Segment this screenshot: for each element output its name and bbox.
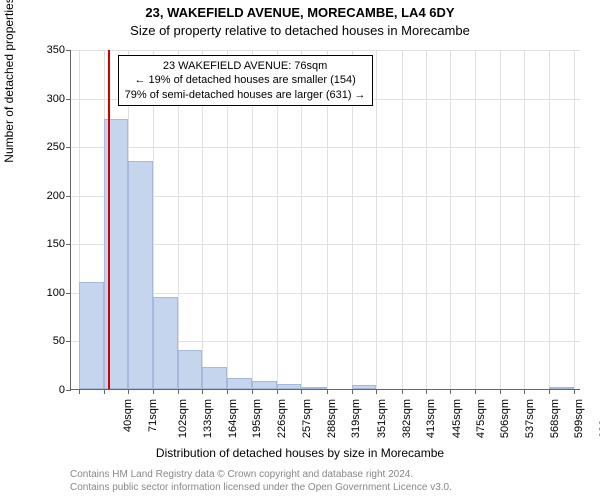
- gridline-vertical: [549, 50, 550, 389]
- x-tick-label: 537sqm: [524, 393, 536, 438]
- x-tick-label: 445sqm: [451, 393, 463, 438]
- gridline-vertical: [475, 50, 476, 389]
- gridline-vertical: [574, 50, 575, 389]
- histogram-bar: [277, 384, 302, 389]
- x-tick-mark: [327, 389, 328, 394]
- x-tick-label: 257sqm: [301, 393, 313, 438]
- x-tick-mark: [104, 389, 105, 394]
- x-tick-mark: [202, 389, 203, 394]
- x-tick-label: 164sqm: [227, 393, 239, 438]
- x-tick-mark: [500, 389, 501, 394]
- attribution-text: Contains HM Land Registry data © Crown c…: [70, 469, 452, 494]
- histogram-bar: [227, 378, 252, 389]
- y-tick-label: 0: [31, 384, 71, 396]
- y-tick-label: 200: [31, 190, 71, 202]
- gridline-vertical: [500, 50, 501, 389]
- info-box-line: 23 WAKEFIELD AVENUE: 76sqm: [125, 59, 366, 73]
- histogram-bar: [128, 161, 153, 389]
- chart-title-address: 23, WAKEFIELD AVENUE, MORECAMBE, LA4 6DY: [0, 5, 600, 20]
- y-tick-label: 250: [31, 141, 71, 153]
- x-tick-mark: [450, 389, 451, 394]
- x-tick-label: 475sqm: [475, 393, 487, 438]
- gridline-vertical: [450, 50, 451, 389]
- histogram-bar: [301, 387, 327, 389]
- x-tick-mark: [524, 389, 525, 394]
- x-tick-mark: [426, 389, 427, 394]
- x-tick-mark: [227, 389, 228, 394]
- x-tick-mark: [301, 389, 302, 394]
- x-tick-mark: [178, 389, 179, 394]
- x-tick-mark: [153, 389, 154, 394]
- histogram-bar: [153, 297, 178, 389]
- y-tick-label: 300: [31, 93, 71, 105]
- x-tick-mark: [402, 389, 403, 394]
- y-axis-label: Number of detached properties: [2, 0, 16, 230]
- info-box-line: 79% of semi-detached houses are larger (…: [125, 88, 366, 102]
- histogram-bar: [178, 350, 203, 389]
- x-tick-mark: [352, 389, 353, 394]
- x-tick-label: 319sqm: [350, 393, 362, 438]
- y-tick-label: 100: [31, 287, 71, 299]
- histogram-bar: [252, 381, 277, 389]
- x-tick-mark: [277, 389, 278, 394]
- x-tick-label: 506sqm: [499, 393, 511, 438]
- gridline-horizontal: [71, 50, 580, 51]
- x-tick-label: 40sqm: [122, 393, 134, 432]
- property-marker-line: [108, 50, 110, 389]
- x-tick-label: 71sqm: [147, 393, 159, 432]
- y-tick-label: 350: [31, 44, 71, 56]
- x-tick-label: 288sqm: [326, 393, 338, 438]
- x-tick-label: 351sqm: [376, 393, 388, 438]
- info-box-line: ← 19% of detached houses are smaller (15…: [125, 73, 366, 87]
- histogram-bar: [202, 367, 227, 389]
- x-axis-label: Distribution of detached houses by size …: [0, 446, 600, 460]
- x-tick-mark: [574, 389, 575, 394]
- gridline-vertical: [376, 50, 377, 389]
- gridline-vertical: [426, 50, 427, 389]
- x-tick-mark: [128, 389, 129, 394]
- x-tick-mark: [252, 389, 253, 394]
- x-tick-mark: [376, 389, 377, 394]
- gridline-vertical: [402, 50, 403, 389]
- x-tick-label: 102sqm: [178, 393, 190, 438]
- histogram-bar: [79, 282, 104, 389]
- x-tick-label: 413sqm: [425, 393, 437, 438]
- x-tick-label: 568sqm: [549, 393, 561, 438]
- gridline-horizontal: [71, 147, 580, 148]
- x-tick-mark: [79, 389, 80, 394]
- x-tick-label: 195sqm: [252, 393, 264, 438]
- property-size-histogram: 23, WAKEFIELD AVENUE, MORECAMBE, LA4 6DY…: [0, 0, 600, 500]
- plot-area: 05010015020025030035040sqm71sqm102sqm133…: [70, 50, 580, 390]
- gridline-vertical: [524, 50, 525, 389]
- x-tick-mark: [475, 389, 476, 394]
- attribution-line2: Contains public sector information licen…: [70, 482, 452, 495]
- x-tick-label: 599sqm: [574, 393, 586, 438]
- x-tick-label: 382sqm: [401, 393, 413, 438]
- x-tick-label: 226sqm: [276, 393, 288, 438]
- histogram-bar: [352, 385, 377, 389]
- histogram-bar: [549, 387, 574, 389]
- y-tick-label: 150: [31, 238, 71, 250]
- attribution-line1: Contains HM Land Registry data © Crown c…: [70, 469, 452, 482]
- y-tick-label: 50: [31, 335, 71, 347]
- x-tick-label: 133sqm: [202, 393, 214, 438]
- x-tick-mark: [549, 389, 550, 394]
- info-box: 23 WAKEFIELD AVENUE: 76sqm← 19% of detac…: [118, 55, 373, 106]
- chart-title-subtitle: Size of property relative to detached ho…: [0, 23, 600, 38]
